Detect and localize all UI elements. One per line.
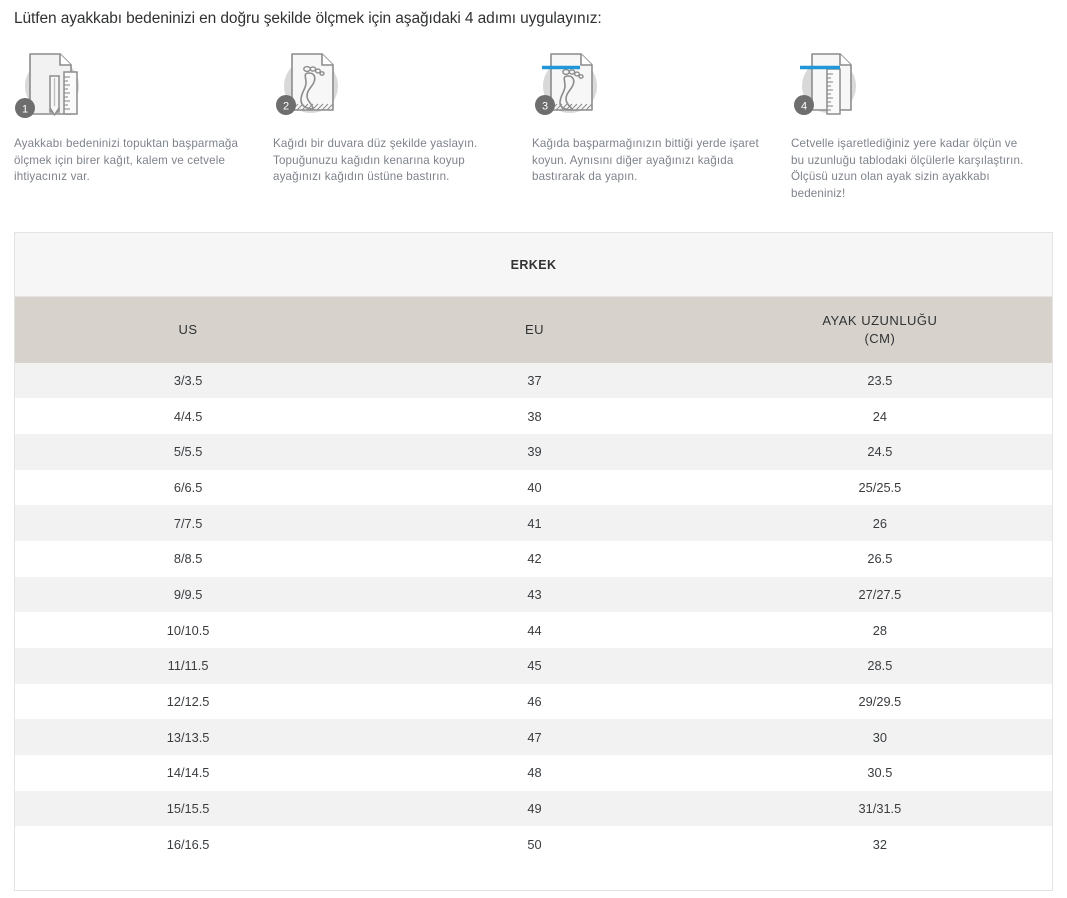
step-description: Kağıdı bir duvara düz şekilde yaslayın. … bbox=[273, 137, 478, 183]
cell-foot-length: 24 bbox=[707, 398, 1053, 434]
cell-us: 9/9.5 bbox=[14, 576, 362, 613]
cell-eu: 43 bbox=[361, 576, 708, 613]
step-badge-number: 4 bbox=[801, 101, 807, 113]
table-header-row: US EU AYAK UZUNLUĞU (CM) bbox=[14, 296, 1053, 363]
cell-us: 5/5.5 bbox=[14, 433, 362, 470]
table-footer-cell bbox=[14, 862, 1053, 891]
table-row: 4/4.5 38 24 bbox=[14, 398, 1053, 434]
cell-eu: 38 bbox=[361, 398, 708, 434]
cell-us: 7/7.5 bbox=[14, 505, 362, 541]
step-description: Kağıda başparmağınızın bittiği yerde işa… bbox=[532, 137, 759, 183]
table-title: ERKEK bbox=[14, 232, 1053, 297]
cell-eu: 50 bbox=[361, 826, 708, 863]
table-row: 7/7.5 41 26 bbox=[14, 505, 1053, 541]
step-badge-number: 2 bbox=[283, 101, 289, 113]
cell-foot-length: 31/31.5 bbox=[707, 790, 1053, 827]
cell-us: 4/4.5 bbox=[14, 398, 362, 434]
cell-us: 15/15.5 bbox=[14, 790, 362, 827]
cell-eu: 48 bbox=[361, 755, 708, 791]
paper-ruler-measure-icon: 4 bbox=[791, 48, 865, 122]
cell-eu: 37 bbox=[361, 362, 708, 399]
table-row: 16/16.5 50 32 bbox=[14, 826, 1053, 863]
step-item: 3 Kağıda başparmağınızın bittiği yerde i… bbox=[532, 48, 791, 202]
cell-eu: 41 bbox=[361, 505, 708, 541]
step-item: 2 Kağıdı bir duvara düz şekilde yaslayın… bbox=[273, 48, 532, 202]
cell-foot-length: 32 bbox=[707, 826, 1053, 863]
table-row: 11/11.5 45 28.5 bbox=[14, 648, 1053, 684]
table-footer-spacer bbox=[14, 862, 1053, 891]
cell-us: 10/10.5 bbox=[14, 612, 362, 648]
paper-footprint-mark-icon: 3 bbox=[532, 48, 606, 122]
table-row: 8/8.5 42 26.5 bbox=[14, 540, 1053, 577]
cell-foot-length: 25/25.5 bbox=[707, 469, 1053, 506]
column-header-us: US bbox=[14, 296, 362, 363]
cell-eu: 44 bbox=[361, 612, 708, 648]
cell-foot-length: 27/27.5 bbox=[707, 576, 1053, 613]
cell-us: 6/6.5 bbox=[14, 469, 362, 506]
table-title-row: ERKEK bbox=[14, 232, 1053, 297]
cell-foot-length: 26.5 bbox=[707, 540, 1053, 577]
paper-footprint-icon: 2 bbox=[273, 48, 347, 122]
size-chart-table: ERKEK US EU AYAK UZUNLUĞU (CM) 3/3.5 37 … bbox=[14, 232, 1053, 891]
cell-us: 14/14.5 bbox=[14, 755, 362, 791]
cell-us: 13/13.5 bbox=[14, 719, 362, 756]
table-row: 5/5.5 39 24.5 bbox=[14, 433, 1053, 470]
cell-eu: 47 bbox=[361, 719, 708, 756]
table-row: 13/13.5 47 30 bbox=[14, 719, 1053, 756]
instruction-steps: 1 Ayakkabı bedeninizi topuktan başparmağ… bbox=[14, 48, 1053, 202]
cell-foot-length: 30 bbox=[707, 719, 1053, 756]
table-row: 15/15.5 49 31/31.5 bbox=[14, 790, 1053, 827]
column-header-foot-length-line2: (CM) bbox=[864, 331, 896, 347]
cell-foot-length: 26 bbox=[707, 505, 1053, 541]
column-header-foot-length: AYAK UZUNLUĞU (CM) bbox=[707, 296, 1053, 363]
step-badge-number: 3 bbox=[542, 101, 548, 113]
table-row: 12/12.5 46 29/29.5 bbox=[14, 683, 1053, 720]
table-row: 10/10.5 44 28 bbox=[14, 612, 1053, 648]
step-item: 1 Ayakkabı bedeninizi topuktan başparmağ… bbox=[14, 48, 273, 202]
step-item: 4 Cetvelle işaretlediğiniz yere kadar öl… bbox=[791, 48, 1050, 202]
cell-us: 12/12.5 bbox=[14, 683, 362, 720]
cell-us: 16/16.5 bbox=[14, 826, 362, 863]
table-row: 6/6.5 40 25/25.5 bbox=[14, 469, 1053, 506]
table-row: 9/9.5 43 27/27.5 bbox=[14, 576, 1053, 613]
cell-foot-length: 29/29.5 bbox=[707, 683, 1053, 720]
cell-eu: 46 bbox=[361, 683, 708, 720]
cell-foot-length: 24.5 bbox=[707, 433, 1053, 470]
step-description: Ayakkabı bedeninizi topuktan başparmağa … bbox=[14, 137, 239, 183]
table-row: 14/14.5 48 30.5 bbox=[14, 755, 1053, 791]
step-badge-number: 1 bbox=[22, 104, 28, 116]
step-description: Cetvelle işaretlediğiniz yere kadar ölçü… bbox=[791, 137, 1024, 200]
paper-pencil-ruler-icon: 1 bbox=[14, 48, 88, 122]
table-row: 3/3.5 37 23.5 bbox=[14, 362, 1053, 399]
column-header-eu: EU bbox=[361, 296, 708, 363]
cell-eu: 42 bbox=[361, 540, 708, 577]
cell-foot-length: 23.5 bbox=[707, 362, 1053, 399]
cell-eu: 40 bbox=[361, 469, 708, 506]
page-title: Lütfen ayakkabı bedeninizi en doğru şeki… bbox=[14, 10, 602, 27]
cell-eu: 39 bbox=[361, 433, 708, 470]
cell-eu: 49 bbox=[361, 790, 708, 827]
cell-us: 8/8.5 bbox=[14, 540, 362, 577]
cell-us: 11/11.5 bbox=[14, 648, 362, 684]
cell-eu: 45 bbox=[361, 648, 708, 684]
size-chart-body: ERKEK US EU AYAK UZUNLUĞU (CM) 3/3.5 37 … bbox=[14, 232, 1053, 891]
cell-foot-length: 28 bbox=[707, 612, 1053, 648]
cell-us: 3/3.5 bbox=[14, 362, 362, 399]
cell-foot-length: 28.5 bbox=[707, 648, 1053, 684]
cell-foot-length: 30.5 bbox=[707, 755, 1053, 791]
column-header-foot-length-line1: AYAK UZUNLUĞU bbox=[822, 313, 938, 329]
